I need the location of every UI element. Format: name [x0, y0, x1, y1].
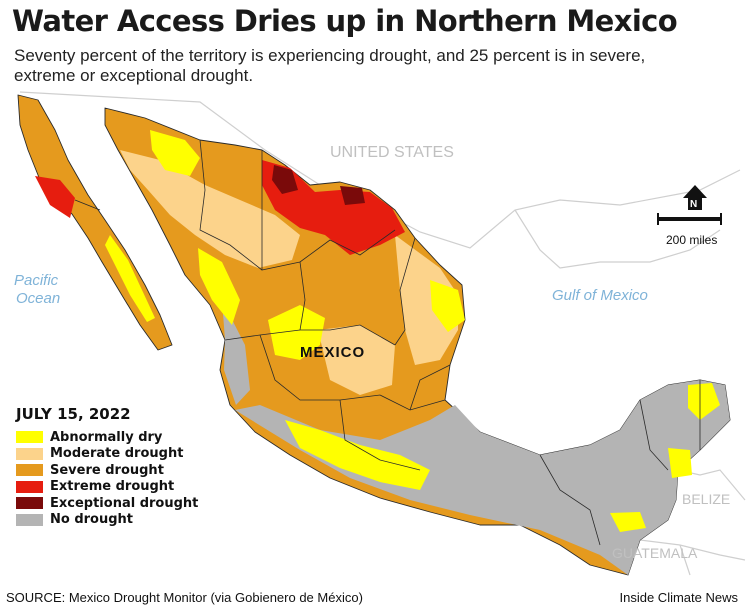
legend-item: Severe drought	[16, 462, 198, 479]
source-note: SOURCE: Mexico Drought Monitor (via Gobi…	[6, 590, 363, 605]
label-pacific-ocean-1: Pacific	[14, 272, 59, 289]
label-guatemala: GUATEMALA	[612, 545, 698, 561]
legend-item: Extreme drought	[16, 479, 198, 496]
moderate-north	[120, 150, 300, 268]
legend: JULY 15, 2022 Abnormally dry Moderate dro…	[16, 405, 198, 528]
abnormally-dry-baja	[105, 235, 155, 322]
label-mexico: MEXICO	[300, 344, 365, 361]
label-belize: BELIZE	[682, 491, 730, 507]
abnormally-dry-south	[285, 420, 430, 490]
legend-swatch	[16, 431, 43, 444]
north-arrow-icon: N	[683, 185, 707, 210]
no-drought-west	[222, 300, 250, 405]
legend-date: JULY 15, 2022	[16, 405, 131, 423]
abnormally-dry-chihuahua	[150, 130, 200, 176]
no-drought-south	[235, 380, 730, 575]
legend-swatch	[16, 464, 43, 477]
abnormally-dry-campeche	[668, 448, 692, 478]
scale-bar: 200 miles	[657, 213, 722, 247]
abnormally-dry-yucatan	[688, 383, 720, 420]
legend-label: Moderate drought	[50, 446, 184, 462]
drought-patches	[35, 130, 730, 575]
abnormally-dry-center	[268, 305, 325, 360]
exceptional-drought-2	[340, 186, 365, 205]
legend-swatch	[16, 497, 43, 510]
abnormally-dry-west	[198, 248, 240, 325]
legend-item: No drought	[16, 512, 198, 529]
page-title: Water Access Dries up in Northern Mexico	[12, 4, 678, 38]
legend-label: Abnormally dry	[50, 429, 163, 445]
legend-label: Severe drought	[50, 462, 164, 478]
state-borders	[74, 139, 701, 546]
drought-map: UNITED STATES MEXICO Pacific Ocean Gulf …	[14, 91, 746, 576]
label-united-states: UNITED STATES	[330, 144, 454, 161]
moderate-center	[318, 325, 395, 395]
credit-note: Inside Climate News	[619, 590, 739, 605]
legend-label: Exceptional drought	[50, 495, 199, 511]
legend-swatch	[16, 447, 43, 460]
legend-items: Abnormally dry Moderate drought Severe dro…	[16, 429, 198, 528]
abnormally-dry-chiapas	[610, 512, 646, 532]
moderate-northeast	[395, 235, 458, 365]
scale-label: 200 miles	[666, 233, 717, 247]
legend-item: Moderate drought	[16, 446, 198, 463]
page-subtitle: Seventy percent of the territory is expe…	[14, 46, 646, 85]
legend-swatch	[16, 513, 43, 526]
legend-label: No drought	[50, 512, 134, 528]
label-pacific-ocean-2: Ocean	[16, 290, 60, 307]
abnormally-dry-northeast	[430, 280, 465, 332]
north-letter: N	[690, 199, 697, 210]
label-gulf-of-mexico: Gulf of Mexico	[552, 287, 648, 304]
legend-item: Exceptional drought	[16, 495, 198, 512]
us-border	[19, 91, 741, 269]
legend-swatch	[16, 480, 43, 493]
legend-label: Extreme drought	[50, 479, 175, 495]
exceptional-drought-1	[272, 165, 298, 194]
legend-item: Abnormally dry	[16, 429, 198, 446]
extreme-drought-north	[262, 160, 405, 255]
extreme-drought-baja	[35, 176, 75, 218]
